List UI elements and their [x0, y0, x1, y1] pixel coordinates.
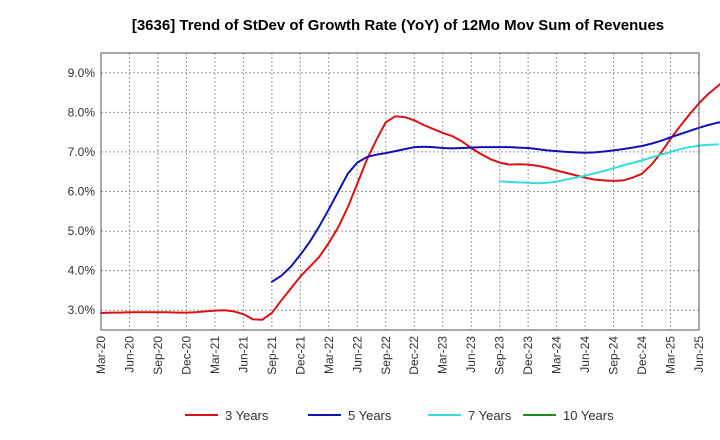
- x-tick-label: Sep-23: [493, 336, 507, 375]
- x-tick-label: Mar-24: [550, 336, 564, 374]
- x-tick-label: Jun-21: [236, 336, 250, 373]
- x-tick-label: Dec-24: [635, 336, 649, 375]
- x-tick-label: Jun-22: [350, 336, 364, 373]
- y-tick-label: 7.0%: [68, 145, 96, 159]
- y-tick-label: 4.0%: [68, 264, 96, 278]
- legend: 3 Years 5 Years 7 Years 10 Years: [185, 408, 614, 423]
- x-tick-label: Mar-21: [208, 336, 222, 374]
- y-tick-label: 9.0%: [68, 66, 96, 80]
- x-tick-label: Jun-23: [464, 336, 478, 373]
- x-tick-label: Dec-20: [179, 336, 193, 375]
- series-line-7-years: [498, 143, 719, 185]
- x-tick-label: Mar-22: [322, 336, 336, 374]
- x-tick-label: Mar-23: [436, 336, 450, 374]
- x-axis: Mar-20 Jun-20 Sep-20 Dec-20 Mar-21 Jun-21 Sep-…: [94, 336, 706, 375]
- x-tick-label: Sep-20: [151, 336, 165, 375]
- x-tick-label: Sep-21: [265, 336, 279, 375]
- plot-frame: [100, 52, 700, 331]
- x-tick-label: Dec-22: [407, 336, 421, 375]
- y-tick-label: 3.0%: [68, 303, 96, 317]
- x-tick-label: Dec-23: [521, 336, 535, 375]
- legend-label: 5 Years: [348, 408, 392, 423]
- series-lines: [100, 82, 720, 321]
- x-tick-label: Jun-24: [578, 336, 592, 373]
- x-tick-label: Mar-20: [94, 336, 108, 374]
- series-line-3-years: [100, 82, 720, 321]
- legend-label: 10 Years: [563, 408, 614, 423]
- x-tick-label: Jun-25: [692, 336, 706, 373]
- y-axis: 3.0% 4.0% 5.0% 6.0% 7.0% 8.0% 9.0%: [68, 66, 96, 317]
- y-tick-label: 5.0%: [68, 224, 96, 238]
- series-line-5-years: [270, 121, 720, 283]
- x-tick-label: Mar-25: [664, 336, 678, 374]
- legend-label: 3 Years: [225, 408, 269, 423]
- x-tick-label: Sep-24: [607, 336, 621, 375]
- y-tick-label: 6.0%: [68, 185, 96, 199]
- x-tick-label: Jun-20: [122, 336, 136, 373]
- legend-label: 7 Years: [468, 408, 512, 423]
- x-tick-label: Dec-21: [293, 336, 307, 375]
- x-tick-label: Sep-22: [379, 336, 393, 375]
- y-tick-label: 8.0%: [68, 105, 96, 119]
- chart-title: [3636] Trend of StDev of Growth Rate (Yo…: [132, 17, 664, 34]
- plot-area: [101, 53, 699, 330]
